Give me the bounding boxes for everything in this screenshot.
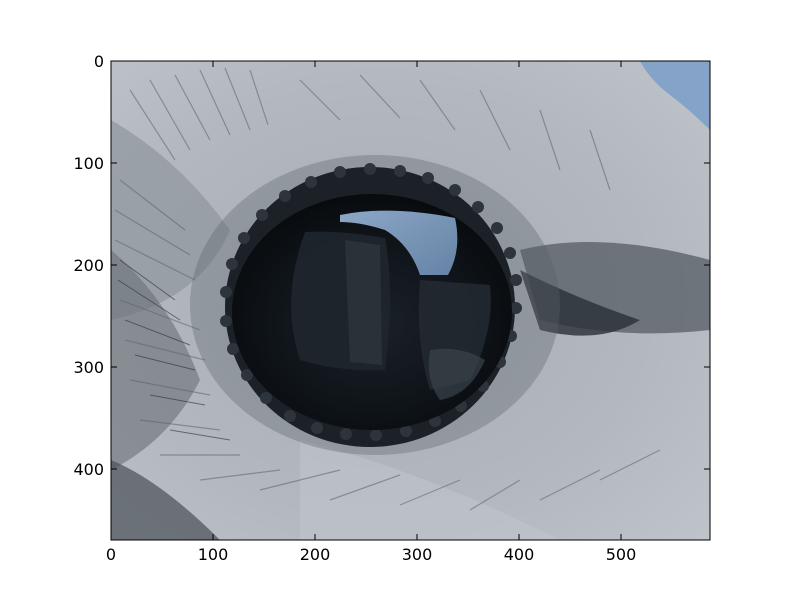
y-tick-label: 100: [73, 154, 104, 173]
x-tick-label: 400: [504, 545, 535, 564]
x-tick-label: 100: [198, 545, 229, 564]
x-tick-label: 0: [106, 545, 116, 564]
x-tick-label: 200: [300, 545, 331, 564]
eye-ring-beads: [220, 163, 522, 441]
y-tick-label: 200: [73, 256, 104, 275]
bird-eye-photo: [111, 61, 710, 540]
sky-reflection: [340, 210, 458, 275]
y-axis: [111, 60, 710, 470]
x-tick-label: 300: [402, 545, 433, 564]
x-tick-label: 500: [606, 545, 637, 564]
y-tick-label: 300: [73, 358, 104, 377]
x-axis: [110, 61, 622, 540]
sky-corner: [640, 61, 710, 130]
y-tick-label: 0: [94, 52, 104, 71]
y-tick-label: 400: [73, 460, 104, 479]
axes-frame: [110, 60, 711, 541]
